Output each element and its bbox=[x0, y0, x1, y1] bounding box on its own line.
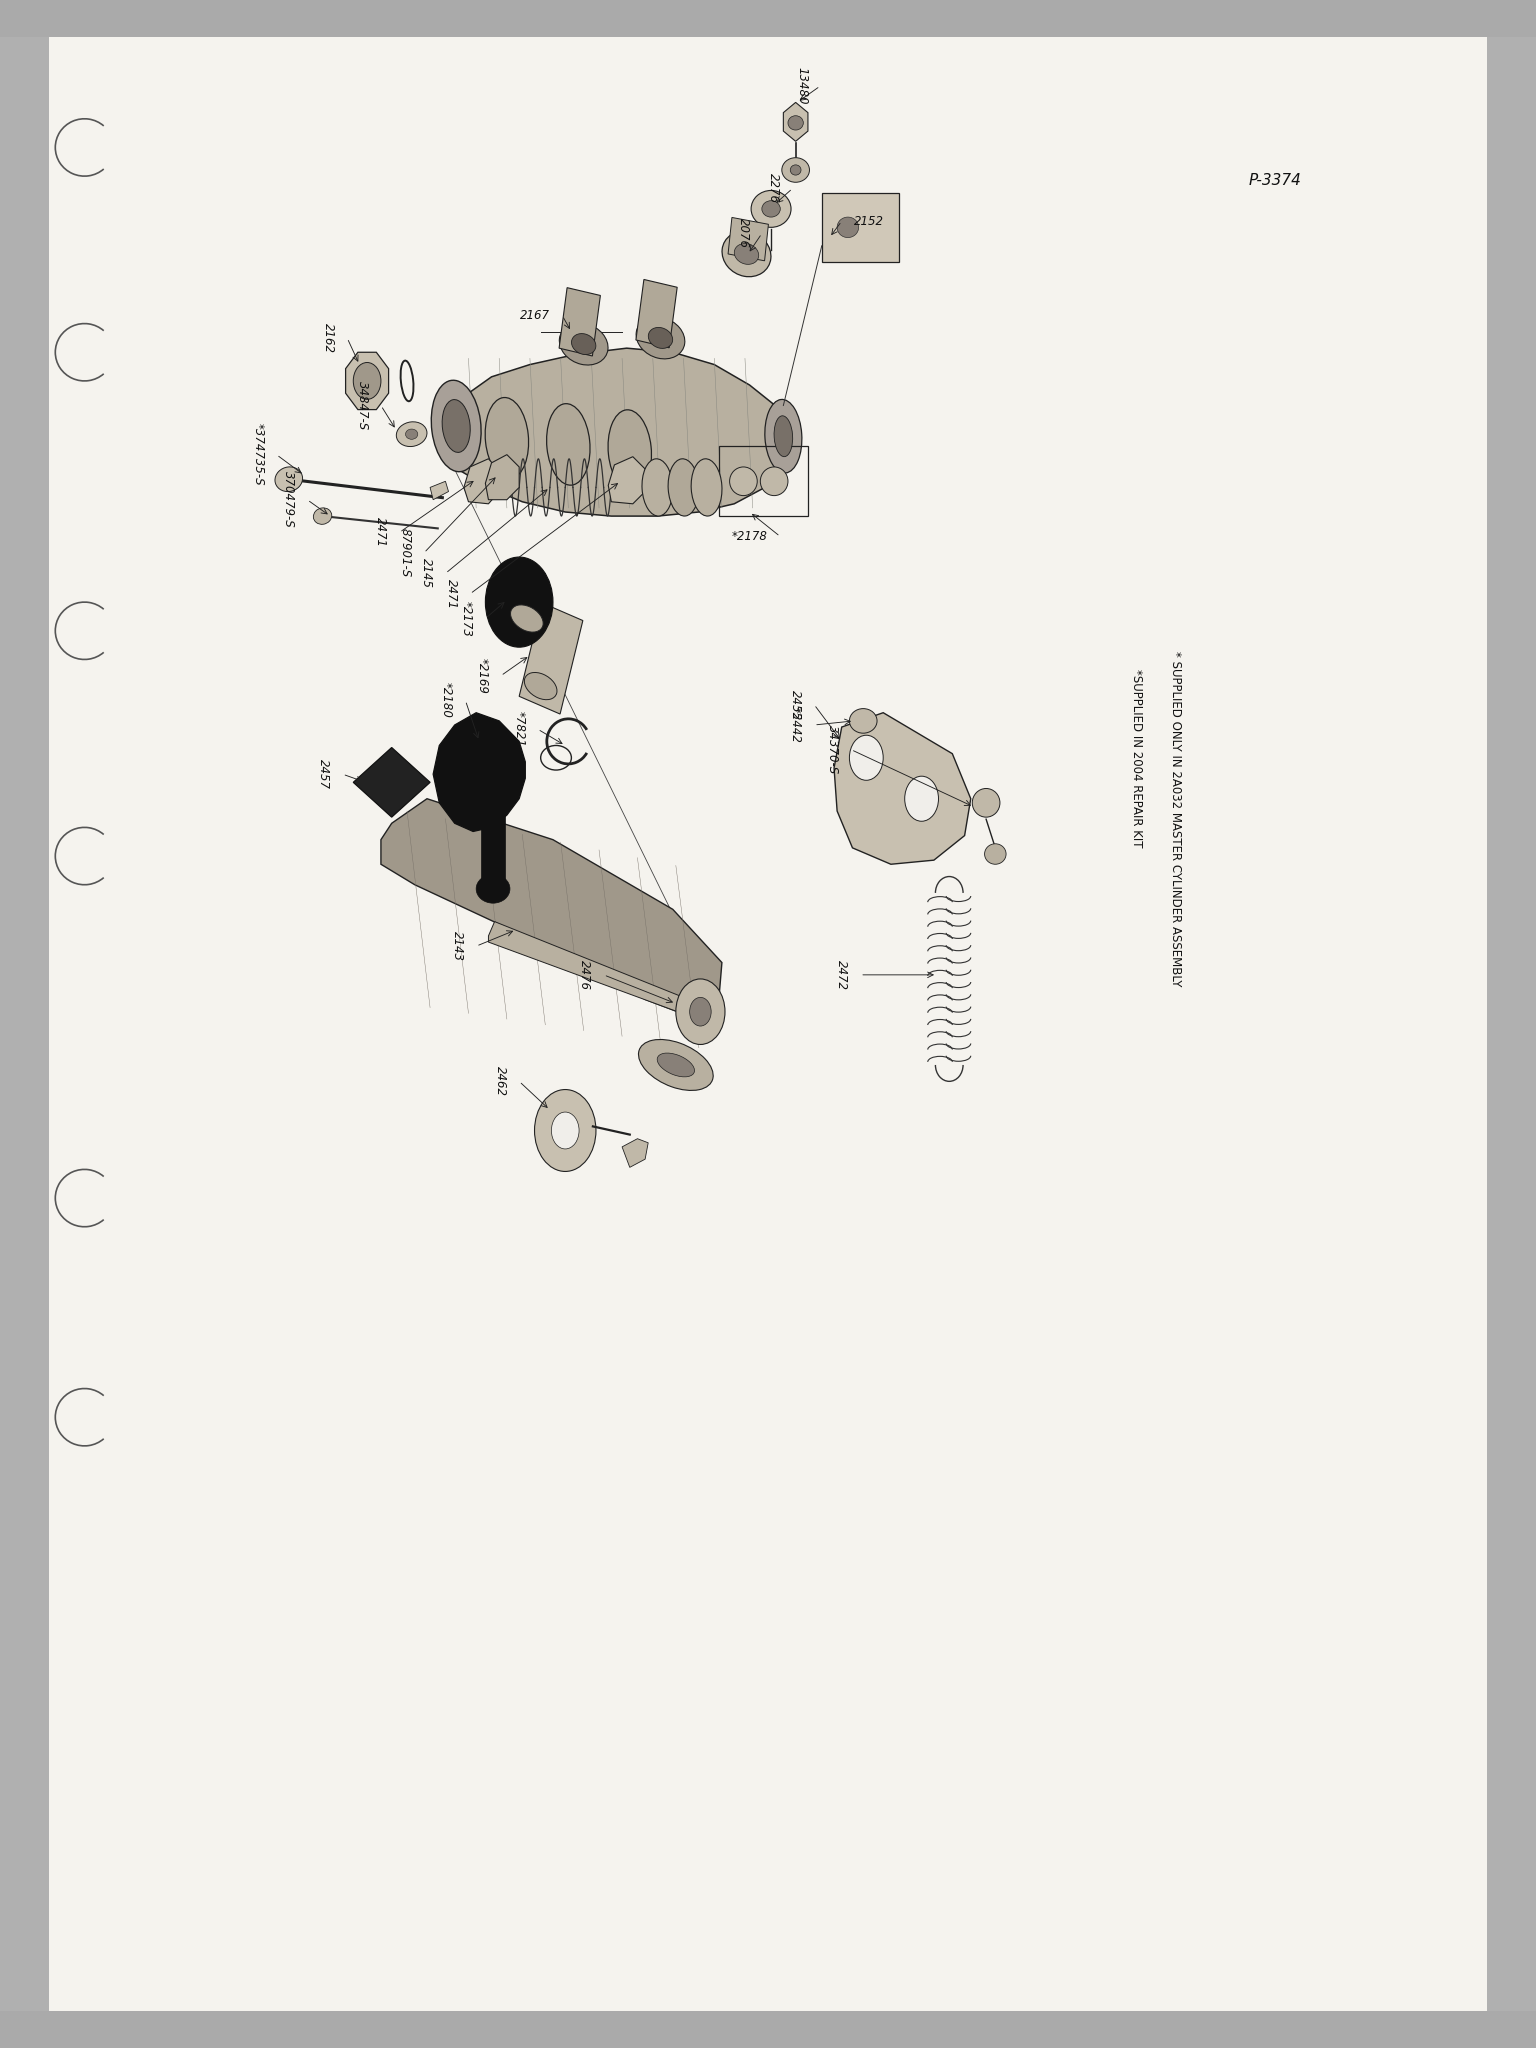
Text: 2472: 2472 bbox=[836, 961, 848, 989]
Text: *2169: *2169 bbox=[476, 657, 488, 694]
Bar bbox=[822, 193, 899, 262]
Ellipse shape bbox=[559, 324, 608, 365]
Text: 2462: 2462 bbox=[495, 1067, 507, 1096]
Text: *2173: *2173 bbox=[461, 600, 473, 637]
Polygon shape bbox=[430, 481, 449, 500]
Polygon shape bbox=[353, 748, 430, 817]
Text: P-3374: P-3374 bbox=[1249, 172, 1301, 188]
Text: *374735-S: *374735-S bbox=[252, 424, 264, 485]
Circle shape bbox=[905, 776, 938, 821]
Text: 2471: 2471 bbox=[375, 518, 387, 547]
Ellipse shape bbox=[396, 422, 427, 446]
Polygon shape bbox=[783, 102, 808, 141]
Ellipse shape bbox=[313, 508, 332, 524]
Bar bbox=[636, 279, 677, 348]
Ellipse shape bbox=[691, 459, 722, 516]
Ellipse shape bbox=[668, 459, 699, 516]
Text: 2167: 2167 bbox=[519, 309, 550, 322]
Ellipse shape bbox=[657, 1053, 694, 1077]
Ellipse shape bbox=[275, 467, 303, 492]
Ellipse shape bbox=[765, 399, 802, 473]
Polygon shape bbox=[433, 713, 525, 831]
Circle shape bbox=[676, 979, 725, 1044]
Bar bbox=[481, 807, 505, 885]
Circle shape bbox=[535, 1090, 596, 1171]
Circle shape bbox=[849, 735, 883, 780]
Ellipse shape bbox=[571, 334, 596, 354]
Ellipse shape bbox=[442, 399, 470, 453]
Ellipse shape bbox=[790, 164, 802, 174]
Bar bbox=[719, 446, 808, 516]
Text: *2180: *2180 bbox=[441, 682, 453, 719]
Ellipse shape bbox=[751, 190, 791, 227]
Polygon shape bbox=[622, 1139, 648, 1167]
Polygon shape bbox=[485, 455, 519, 500]
Ellipse shape bbox=[608, 410, 651, 492]
Circle shape bbox=[485, 557, 553, 647]
Ellipse shape bbox=[762, 201, 780, 217]
Text: 2143: 2143 bbox=[452, 932, 464, 961]
Polygon shape bbox=[834, 713, 971, 864]
Ellipse shape bbox=[642, 459, 673, 516]
Bar bbox=[0, 2011, 1536, 2048]
Bar bbox=[0, 0, 1536, 37]
Ellipse shape bbox=[837, 217, 859, 238]
Polygon shape bbox=[346, 352, 389, 410]
Text: *2178: *2178 bbox=[733, 530, 768, 543]
Ellipse shape bbox=[353, 362, 381, 399]
Circle shape bbox=[551, 1112, 579, 1149]
Ellipse shape bbox=[760, 467, 788, 496]
Ellipse shape bbox=[788, 117, 803, 131]
Text: 13480: 13480 bbox=[796, 68, 808, 104]
Polygon shape bbox=[488, 922, 699, 1018]
Ellipse shape bbox=[730, 467, 757, 496]
Ellipse shape bbox=[774, 416, 793, 457]
Ellipse shape bbox=[849, 709, 877, 733]
Text: 2152: 2152 bbox=[854, 215, 885, 227]
Text: * SUPPLIED ONLY IN 2A032 MASTER CYLINDER ASSEMBLY: * SUPPLIED ONLY IN 2A032 MASTER CYLINDER… bbox=[1169, 651, 1181, 987]
Text: 370479-S: 370479-S bbox=[283, 471, 295, 528]
Bar bbox=[559, 287, 601, 356]
Text: *2442: *2442 bbox=[790, 707, 802, 743]
Text: 2076: 2076 bbox=[737, 219, 750, 248]
Text: 2162: 2162 bbox=[323, 324, 335, 352]
Text: 2145: 2145 bbox=[421, 559, 433, 588]
Polygon shape bbox=[439, 348, 791, 516]
Text: 2476: 2476 bbox=[579, 961, 591, 989]
Polygon shape bbox=[608, 457, 645, 504]
Ellipse shape bbox=[648, 328, 673, 348]
Text: 87901-S: 87901-S bbox=[399, 528, 412, 578]
Text: 34370-S: 34370-S bbox=[826, 725, 839, 774]
Ellipse shape bbox=[432, 381, 481, 471]
Ellipse shape bbox=[524, 672, 558, 700]
Bar bbox=[519, 602, 582, 715]
Bar bbox=[728, 217, 768, 260]
Circle shape bbox=[690, 997, 711, 1026]
Text: 2455: 2455 bbox=[790, 690, 802, 719]
Polygon shape bbox=[464, 459, 499, 504]
Text: 2276: 2276 bbox=[768, 174, 780, 203]
Ellipse shape bbox=[547, 403, 590, 485]
Polygon shape bbox=[381, 799, 722, 1016]
Ellipse shape bbox=[782, 158, 809, 182]
Text: *7821: *7821 bbox=[513, 711, 525, 748]
Ellipse shape bbox=[972, 788, 1000, 817]
Ellipse shape bbox=[510, 604, 544, 633]
Ellipse shape bbox=[636, 317, 685, 358]
Text: *SUPPLIED IN 2004 REPAIR KIT: *SUPPLIED IN 2004 REPAIR KIT bbox=[1130, 668, 1143, 848]
Ellipse shape bbox=[734, 244, 759, 264]
Text: 2457: 2457 bbox=[318, 760, 330, 788]
Ellipse shape bbox=[722, 231, 771, 276]
Ellipse shape bbox=[485, 397, 528, 479]
Text: 34847-S: 34847-S bbox=[356, 381, 369, 430]
Ellipse shape bbox=[476, 874, 510, 903]
Ellipse shape bbox=[639, 1040, 713, 1090]
Ellipse shape bbox=[406, 430, 418, 438]
Ellipse shape bbox=[985, 844, 1006, 864]
Text: 2471: 2471 bbox=[445, 580, 458, 608]
